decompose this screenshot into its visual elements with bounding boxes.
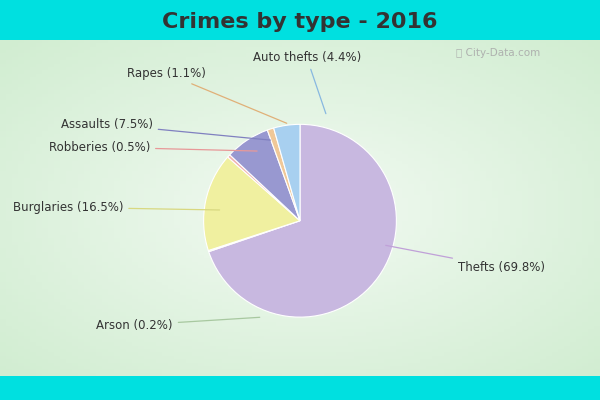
Text: Burglaries (16.5%): Burglaries (16.5%) <box>13 201 220 214</box>
Text: Crimes by type - 2016: Crimes by type - 2016 <box>162 12 438 32</box>
Text: Assaults (7.5%): Assaults (7.5%) <box>61 118 271 140</box>
Wedge shape <box>268 128 300 221</box>
Text: Rapes (1.1%): Rapes (1.1%) <box>127 67 287 123</box>
Wedge shape <box>209 124 397 317</box>
Text: Arson (0.2%): Arson (0.2%) <box>97 317 260 332</box>
Text: ⓘ City-Data.com: ⓘ City-Data.com <box>456 48 540 58</box>
Wedge shape <box>227 155 300 221</box>
Text: Auto thefts (4.4%): Auto thefts (4.4%) <box>253 51 361 114</box>
Text: Thefts (69.8%): Thefts (69.8%) <box>386 245 545 274</box>
Wedge shape <box>203 157 300 250</box>
Wedge shape <box>208 221 300 252</box>
Wedge shape <box>274 124 300 221</box>
Wedge shape <box>230 130 300 221</box>
Text: Robberies (0.5%): Robberies (0.5%) <box>49 141 257 154</box>
